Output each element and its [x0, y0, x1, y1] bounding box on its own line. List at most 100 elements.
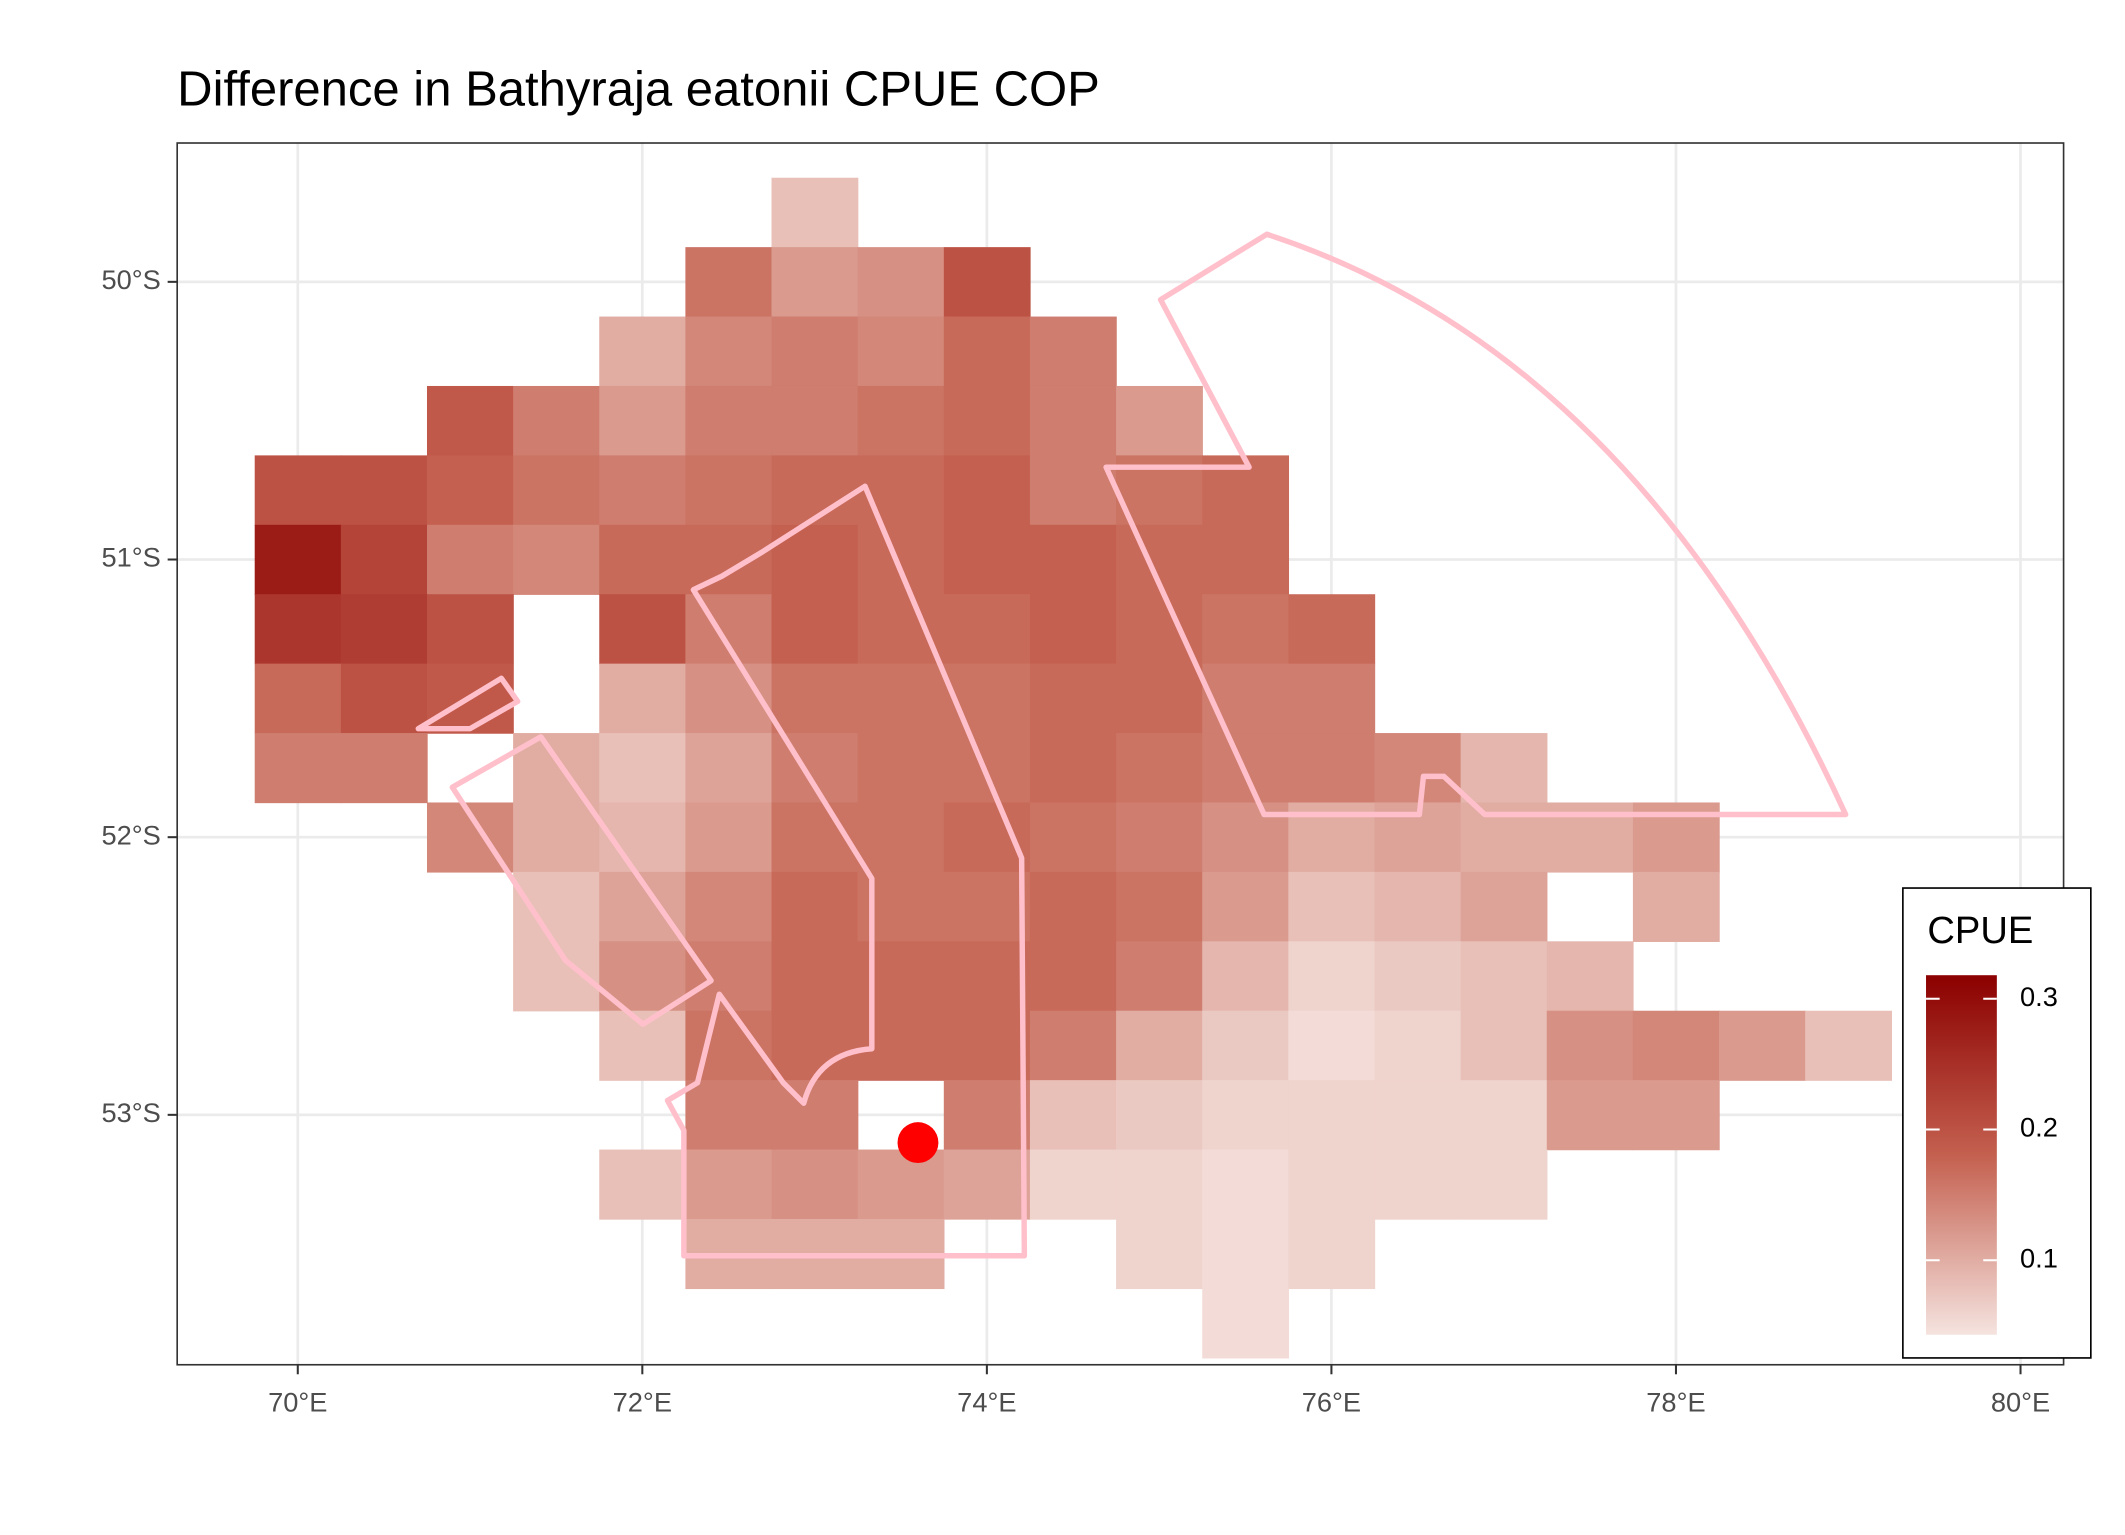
cell — [254, 594, 342, 665]
cell — [1116, 802, 1203, 873]
cell — [943, 802, 1031, 873]
cell — [1029, 1080, 1117, 1151]
cell — [599, 316, 687, 387]
cell — [1029, 594, 1117, 665]
cell — [340, 455, 428, 526]
cell — [1202, 594, 1290, 665]
cell — [1029, 663, 1117, 734]
cell — [1116, 871, 1203, 942]
chart-title: Difference in Bathyraja eatonii CPUE COP — [177, 63, 1100, 117]
cell — [599, 663, 687, 734]
cell — [1460, 1149, 1548, 1220]
cell — [771, 1149, 859, 1220]
cell — [771, 733, 859, 804]
outline — [1103, 231, 1849, 818]
area-outlines — [415, 231, 1849, 1259]
cell — [771, 594, 859, 665]
point-layer — [897, 1122, 939, 1164]
point — [897, 1122, 939, 1164]
cell — [857, 247, 945, 318]
cell — [426, 524, 514, 595]
cell — [857, 1149, 945, 1220]
cell — [1202, 941, 1290, 1012]
legend: 0.1 0.2 0.3 — [1926, 981, 2058, 1273]
cell — [685, 455, 773, 526]
cell — [1116, 1080, 1203, 1151]
cell — [1116, 385, 1203, 457]
cell — [340, 594, 428, 665]
cell — [1202, 663, 1290, 734]
cell — [1202, 1288, 1290, 1359]
cell — [1374, 1149, 1462, 1220]
cell — [1202, 1218, 1290, 1290]
cell — [943, 941, 1031, 1012]
cell — [943, 385, 1031, 457]
cell — [599, 1149, 687, 1220]
cell — [1460, 871, 1548, 942]
cell — [685, 1149, 773, 1220]
cell — [1288, 941, 1376, 1012]
cell — [943, 663, 1031, 734]
cell — [1116, 941, 1203, 1012]
cell — [1116, 1218, 1203, 1290]
cell — [943, 1080, 1031, 1151]
cell — [513, 455, 600, 526]
cell — [1288, 1218, 1376, 1290]
cell — [685, 802, 773, 873]
cell — [1116, 733, 1203, 804]
cell — [1632, 871, 1720, 942]
cell — [857, 802, 945, 873]
colorbar-tick-label: 0.3 — [2020, 981, 2058, 1012]
x-tick-label: 78°E — [1646, 1386, 1705, 1417]
cell — [857, 455, 945, 526]
cell — [599, 524, 687, 595]
cell — [1288, 1149, 1376, 1220]
cell — [771, 455, 859, 526]
cell — [685, 1080, 773, 1151]
cell — [1805, 1010, 1892, 1081]
cell — [685, 733, 773, 804]
cell — [1029, 524, 1117, 595]
cell — [1029, 455, 1117, 526]
cell — [943, 247, 1031, 318]
panel-border — [176, 142, 2065, 1366]
cell — [599, 594, 687, 665]
cell — [857, 524, 945, 595]
cell — [1029, 316, 1117, 387]
cell — [1632, 1080, 1720, 1151]
cell — [771, 177, 859, 248]
colorbar-tick-label: 0.1 — [2020, 1242, 2058, 1273]
cell — [1288, 594, 1376, 665]
cell — [1202, 1149, 1290, 1220]
cell — [1460, 1080, 1548, 1151]
cell — [1460, 941, 1548, 1012]
cell — [685, 524, 773, 595]
cell — [1374, 871, 1462, 942]
cell — [943, 455, 1031, 526]
cell — [685, 594, 773, 665]
cell — [771, 1010, 859, 1081]
cell — [254, 663, 342, 734]
cell — [1546, 941, 1634, 1012]
cell — [1029, 1149, 1117, 1220]
cell — [513, 524, 600, 595]
cell — [513, 385, 600, 457]
colorbar-tick-label: 0.2 — [2020, 1112, 2058, 1143]
cell — [254, 455, 342, 526]
cell — [1029, 1010, 1117, 1081]
cell — [1116, 1149, 1203, 1220]
y-tick-label: 51°S — [101, 542, 160, 573]
cell — [1029, 802, 1117, 873]
cell — [513, 871, 600, 942]
cell — [1288, 1080, 1376, 1151]
cell — [1719, 1010, 1806, 1081]
cell — [771, 247, 859, 318]
cell — [1202, 524, 1290, 595]
cell — [685, 247, 773, 318]
cell — [771, 385, 859, 457]
cell — [1288, 663, 1376, 734]
cell — [857, 385, 945, 457]
cell — [1116, 1010, 1203, 1081]
cell — [1546, 1080, 1634, 1151]
cell — [771, 1080, 859, 1151]
